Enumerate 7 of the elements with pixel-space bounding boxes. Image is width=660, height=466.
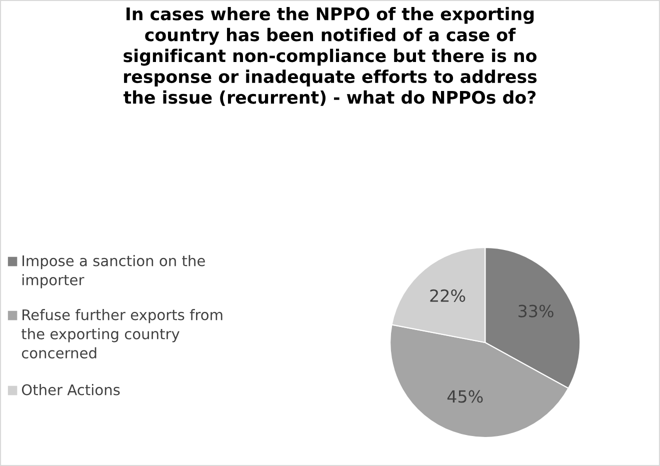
legend-label: Refuse further exports from the exporting country concerned	[22, 309, 222, 358]
data-label: 22%	[430, 289, 466, 302]
chart-title: In cases where the NPPO of the exporting country has been notified of a case of significant non-compliance but there is no response or inadequate efforts to address the issue (recurrent) - what do NPPOs do?	[124, 6, 537, 106]
legend-label: Impose a sanction on the importer	[22, 255, 205, 288]
data-label: 33%	[518, 304, 554, 318]
data-label: 45%	[447, 390, 483, 403]
legend-label: Other Actions	[22, 384, 120, 396]
